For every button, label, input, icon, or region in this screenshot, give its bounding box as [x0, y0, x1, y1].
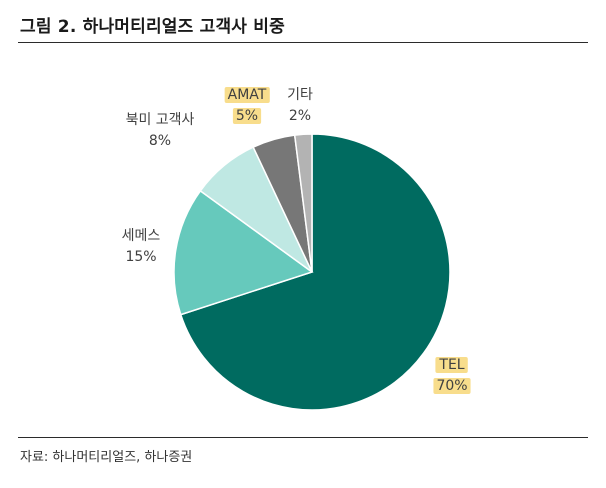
slice-value-2: 8%: [149, 133, 171, 149]
slice-label-1: 세메스 15%: [122, 228, 161, 265]
label-highlight-3-0: [224, 87, 270, 103]
pie-slice-1: [173, 189, 314, 316]
label-highlight-0-0: [435, 357, 468, 373]
slice-name-0: TEL: [438, 357, 464, 373]
pie-labels: TEL 70% 세메스 15% 북미 고객사 8% AMAT 5% 기타 2%: [122, 87, 471, 394]
slice-label-4: 기타 2%: [287, 87, 313, 124]
slice-value-3: 5%: [236, 108, 258, 124]
slice-label-2: 북미 고객사 8%: [126, 112, 195, 149]
pie-slice-0: [179, 133, 451, 411]
slice-value-4: 2%: [289, 108, 311, 124]
label-highlight-0-1: [433, 378, 471, 394]
slice-name-1: 세메스: [122, 228, 161, 244]
pie-slices: [173, 133, 451, 411]
bottom-rule: [18, 437, 588, 438]
slice-name-3: AMAT: [228, 87, 267, 103]
title-wrap: 그림 2. 하나머티리얼즈 고객사 비중: [18, 12, 287, 37]
slice-value-0: 70%: [436, 378, 467, 394]
slice-label-3: AMAT 5%: [224, 87, 270, 124]
source-note: 자료: 하나머티리얼즈, 하나증권: [20, 450, 193, 465]
label-highlight-3-1: [232, 108, 262, 124]
slice-name-4: 기타: [287, 87, 313, 103]
title-rule: [18, 42, 588, 43]
chart-title: 그림 2. 하나머티리얼즈 고객사 비중: [18, 12, 287, 37]
slice-value-1: 15%: [125, 249, 156, 265]
pie-slice-4: [293, 133, 313, 273]
slice-name-2: 북미 고객사: [126, 112, 195, 128]
slice-label-0: TEL 70%: [433, 357, 471, 394]
